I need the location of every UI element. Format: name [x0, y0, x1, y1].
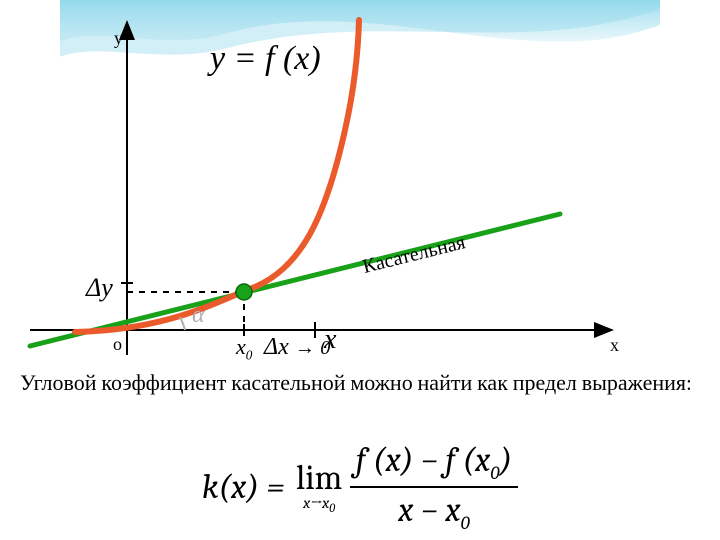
x0-label: x0: [236, 334, 252, 363]
delta-x-label: Δx → 0: [264, 334, 330, 361]
x-var-label: x: [324, 324, 336, 356]
explanation-text: Угловой коэффициент касательной можно на…: [20, 370, 700, 398]
tangent-point: [236, 284, 252, 300]
limit-formula: k(x) = lim x→x0 f (x) − f (x0) x − x0: [0, 440, 720, 534]
origin-label: o: [113, 334, 122, 355]
y-axis-label: y: [114, 28, 123, 49]
function-label: y = f (x): [210, 40, 321, 78]
derivative-diagram: [0, 0, 720, 360]
angle-arc: [180, 317, 185, 330]
alpha-label: α: [192, 302, 205, 329]
delta-y-label: Δy: [86, 273, 113, 303]
x-axis-label: x: [610, 335, 619, 356]
